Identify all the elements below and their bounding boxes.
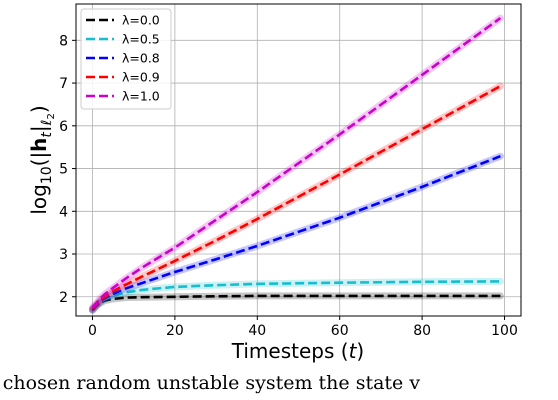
series-lines (89, 14, 504, 314)
figure-caption: y chosen random unstable system the stat… (0, 372, 421, 394)
y-tick-label: 4 (59, 204, 68, 220)
legend-box (80, 8, 172, 110)
series-line (91, 84, 502, 310)
series-line (91, 294, 501, 312)
x-tick-label: 100 (491, 323, 518, 339)
x-tick-label: 80 (413, 323, 431, 339)
legend-label: λ=0.9 (122, 70, 160, 85)
legend-label: λ=0.5 (122, 32, 160, 47)
y-tick-label: 6 (59, 119, 68, 135)
y-tick-label: 5 (59, 162, 68, 178)
x-tick-label: 40 (248, 323, 266, 339)
series-line (91, 17, 502, 309)
legend-label: λ=0.8 (122, 51, 160, 66)
legend-label: λ=1.0 (122, 89, 160, 104)
x-axis-label: Timesteps (t) (231, 339, 364, 363)
x-tick-label: 20 (166, 323, 184, 339)
x-tick-label: 60 (331, 323, 349, 339)
y-tick-label: 7 (59, 76, 68, 92)
series-line (91, 154, 501, 311)
axis-ticks: 0 20 40 60 80 100 2 3 4 5 6 7 8 (59, 33, 518, 339)
y-axis-label: log10(|ht|ℓ2) (27, 105, 57, 214)
y-tick-label: 3 (59, 247, 68, 263)
y-tick-label: 8 (59, 33, 68, 49)
plot-frame (75, 3, 522, 317)
legend-label: λ=0.0 (122, 13, 160, 28)
series-line (91, 280, 501, 311)
y-tick-label: 2 (59, 290, 68, 306)
legend: λ=0.0 λ=0.5 λ=0.8 λ=0.9 λ=1.0 (80, 8, 172, 110)
x-tick-label: 0 (88, 323, 97, 339)
